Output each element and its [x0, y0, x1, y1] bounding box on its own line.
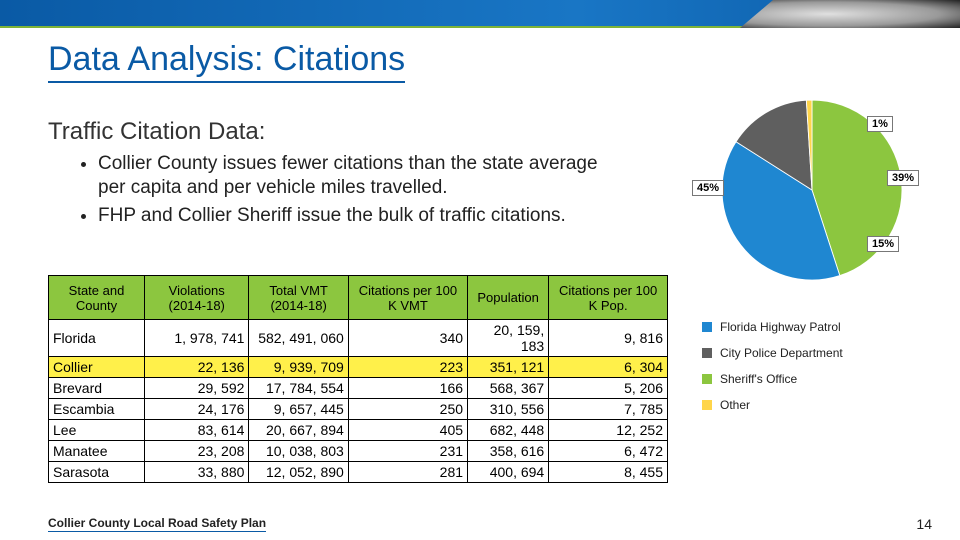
- table-cell: Escambia: [49, 399, 145, 420]
- citation-table: State and CountyViolations (2014-18)Tota…: [48, 275, 668, 483]
- legend-swatch: [702, 322, 712, 332]
- legend-item: City Police Department: [702, 346, 932, 360]
- table-cell: 33, 880: [145, 462, 249, 483]
- legend-item: Florida Highway Patrol: [702, 320, 932, 334]
- table-cell: 17, 784, 554: [249, 378, 348, 399]
- pie-chart: 45% 39% 15% 1%: [692, 100, 932, 310]
- table-header: Total VMT (2014-18): [249, 276, 348, 320]
- table-cell: Manatee: [49, 441, 145, 462]
- legend-label: Florida Highway Patrol: [720, 320, 841, 334]
- table-row: Collier22, 1369, 939, 709223351, 1216, 3…: [49, 357, 668, 378]
- table-cell: 29, 592: [145, 378, 249, 399]
- bullet-item: FHP and Collier Sheriff issue the bulk o…: [98, 204, 620, 228]
- table-cell: 5, 206: [549, 378, 668, 399]
- table-header: Population: [468, 276, 549, 320]
- top-banner-accent: [740, 0, 960, 28]
- pie-legend: Florida Highway Patrol City Police Depart…: [702, 320, 932, 424]
- table-cell: 24, 176: [145, 399, 249, 420]
- top-banner: [0, 0, 960, 28]
- table-row: Sarasota33, 88012, 052, 890281400, 6948,…: [49, 462, 668, 483]
- bullet-item: Collier County issues fewer citations th…: [98, 152, 620, 200]
- table-cell: 166: [348, 378, 467, 399]
- table-row: Lee83, 61420, 667, 894405682, 44812, 252: [49, 420, 668, 441]
- table-cell: 9, 657, 445: [249, 399, 348, 420]
- table-cell: 250: [348, 399, 467, 420]
- table-cell: 9, 939, 709: [249, 357, 348, 378]
- page-number: 14: [916, 516, 932, 532]
- table-cell: 358, 616: [468, 441, 549, 462]
- table-cell: Collier: [49, 357, 145, 378]
- table-cell: 7, 785: [549, 399, 668, 420]
- page-title: Data Analysis: Citations: [48, 40, 405, 83]
- table-cell: 340: [348, 320, 467, 357]
- table-cell: 400, 694: [468, 462, 549, 483]
- table-cell: 682, 448: [468, 420, 549, 441]
- legend-label: City Police Department: [720, 346, 843, 360]
- footer-text: Collier County Local Road Safety Plan: [48, 516, 266, 532]
- table-cell: 281: [348, 462, 467, 483]
- table-cell: 1, 978, 741: [145, 320, 249, 357]
- table-cell: 12, 052, 890: [249, 462, 348, 483]
- table-cell: 22, 136: [145, 357, 249, 378]
- table-header: Violations (2014-18): [145, 276, 249, 320]
- legend-label: Sheriff's Office: [720, 372, 797, 386]
- legend-label: Other: [720, 398, 750, 412]
- table-row: Escambia24, 1769, 657, 445250310, 5567, …: [49, 399, 668, 420]
- table-cell: Lee: [49, 420, 145, 441]
- table-row: Florida1, 978, 741582, 491, 06034020, 15…: [49, 320, 668, 357]
- legend-swatch: [702, 400, 712, 410]
- table-cell: 405: [348, 420, 467, 441]
- table-cell: Sarasota: [49, 462, 145, 483]
- table-cell: 582, 491, 060: [249, 320, 348, 357]
- pie-percent-label: 15%: [867, 236, 899, 252]
- table-cell: 12, 252: [549, 420, 668, 441]
- table-cell: Brevard: [49, 378, 145, 399]
- table-cell: Florida: [49, 320, 145, 357]
- section-subtitle: Traffic Citation Data:: [48, 118, 265, 146]
- table-cell: 310, 556: [468, 399, 549, 420]
- table-row: Brevard29, 59217, 784, 554166568, 3675, …: [49, 378, 668, 399]
- pie-percent-label: 39%: [887, 170, 919, 186]
- table-header: Citations per 100 K VMT: [348, 276, 467, 320]
- table-cell: 8, 455: [549, 462, 668, 483]
- legend-swatch: [702, 348, 712, 358]
- table-cell: 9, 816: [549, 320, 668, 357]
- legend-swatch: [702, 374, 712, 384]
- table-cell: 231: [348, 441, 467, 462]
- pie-percent-label: 45%: [692, 180, 724, 196]
- table-cell: 223: [348, 357, 467, 378]
- table-cell: 351, 121: [468, 357, 549, 378]
- bullet-list: Collier County issues fewer citations th…: [80, 152, 620, 231]
- table-header: Citations per 100 K Pop.: [549, 276, 668, 320]
- table-cell: 83, 614: [145, 420, 249, 441]
- table-cell: 6, 472: [549, 441, 668, 462]
- table-row: Manatee23, 20810, 038, 803231358, 6166, …: [49, 441, 668, 462]
- pie-percent-label: 1%: [867, 116, 893, 132]
- table-cell: 23, 208: [145, 441, 249, 462]
- legend-item: Other: [702, 398, 932, 412]
- table-cell: 10, 038, 803: [249, 441, 348, 462]
- table-cell: 568, 367: [468, 378, 549, 399]
- table-cell: 20, 667, 894: [249, 420, 348, 441]
- legend-item: Sheriff's Office: [702, 372, 932, 386]
- table-cell: 20, 159, 183: [468, 320, 549, 357]
- table-header: State and County: [49, 276, 145, 320]
- table-cell: 6, 304: [549, 357, 668, 378]
